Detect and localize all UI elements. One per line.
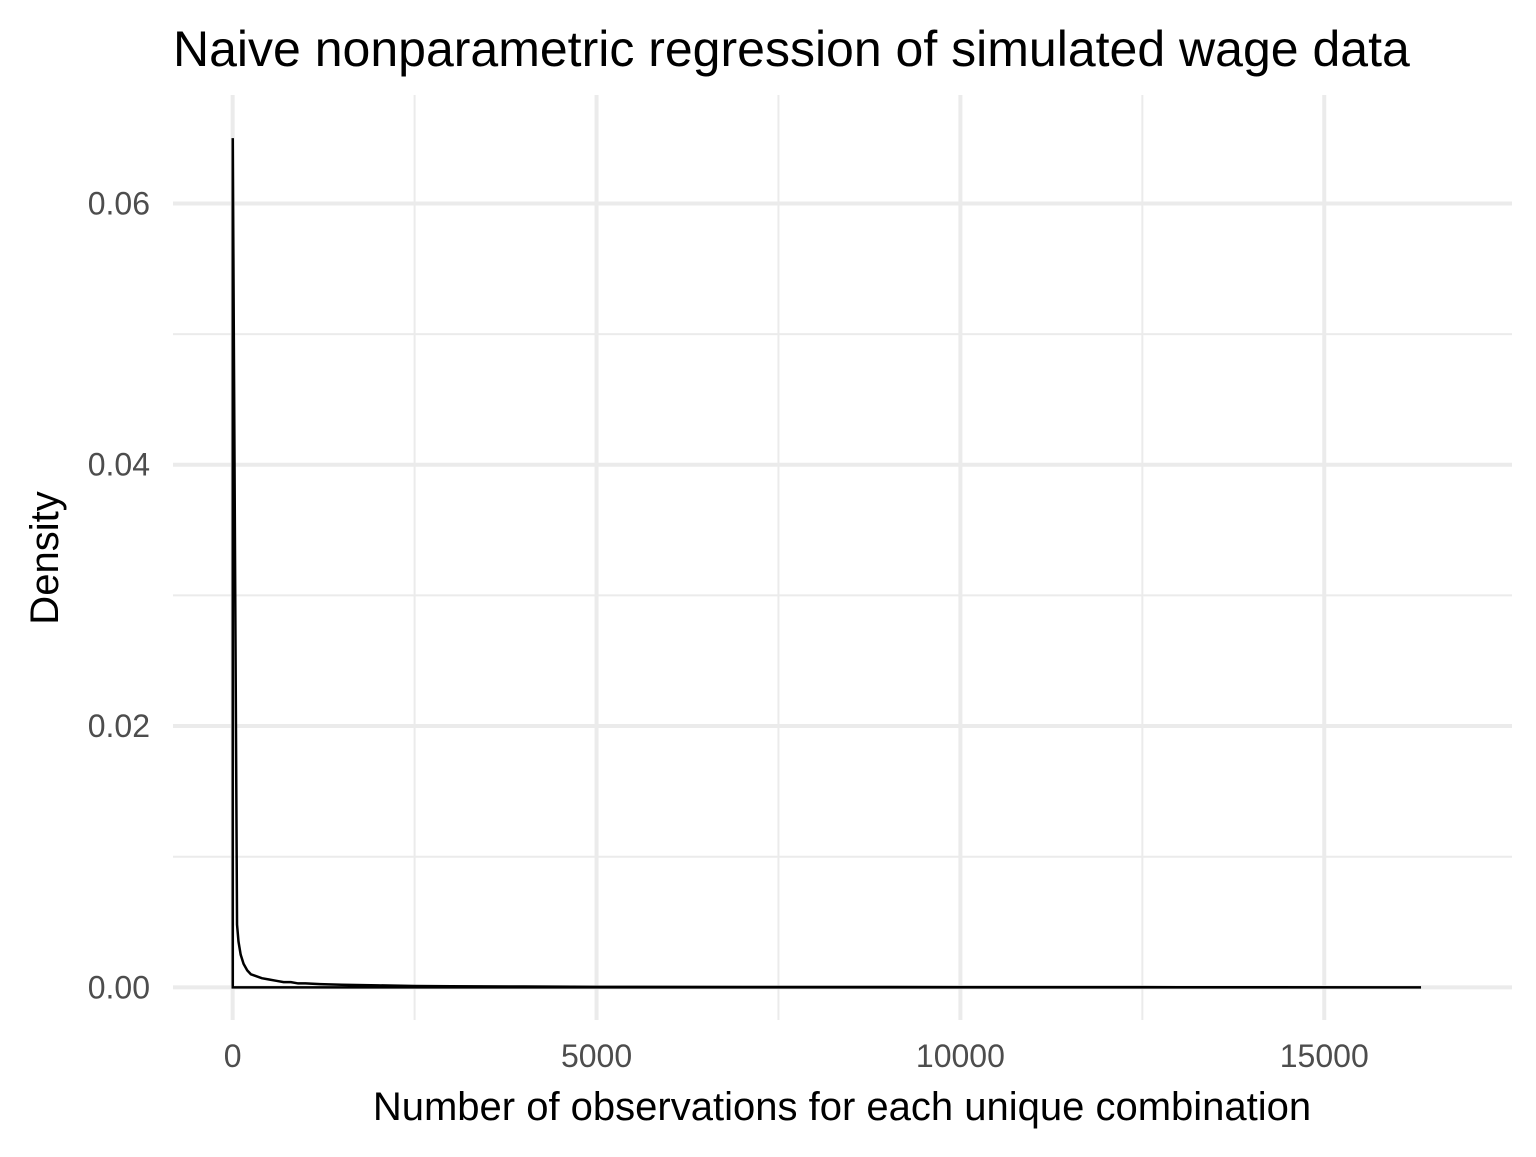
y-tick-label: 0.06 <box>88 185 150 221</box>
x-tick-label: 10000 <box>916 1038 1005 1074</box>
x-tick-label: 0 <box>224 1038 242 1074</box>
x-tick-labels: 0 5000 10000 15000 <box>224 1038 1369 1074</box>
y-axis-title: Density <box>23 491 67 624</box>
x-axis-title: Number of observations for each unique c… <box>373 1085 1311 1129</box>
y-tick-labels: 0.00 0.02 0.04 0.06 <box>88 185 150 1005</box>
major-gridlines <box>173 95 1512 1020</box>
y-tick-label: 0.04 <box>88 447 150 483</box>
chart-title: Naive nonparametric regression of simula… <box>173 21 1410 77</box>
x-tick-label: 5000 <box>561 1038 632 1074</box>
y-tick-label: 0.02 <box>88 708 150 744</box>
minor-gridlines <box>173 95 1512 1020</box>
y-tick-label: 0.00 <box>88 969 150 1005</box>
series-layer <box>231 138 1422 989</box>
density-curve <box>231 138 1422 989</box>
x-tick-label: 15000 <box>1280 1038 1369 1074</box>
